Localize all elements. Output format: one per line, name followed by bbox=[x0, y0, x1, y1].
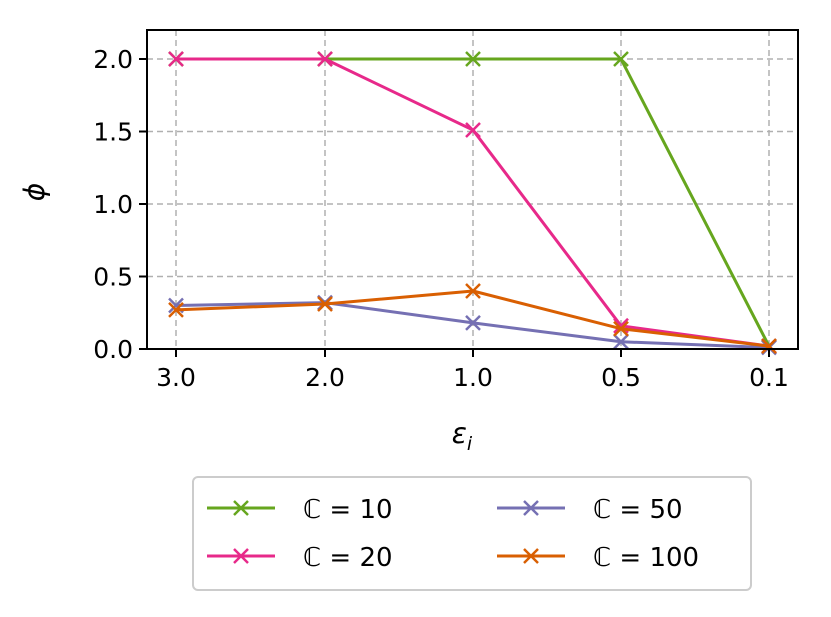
data-point-marker bbox=[465, 315, 481, 331]
legend-entry: ℂ = 50 bbox=[497, 495, 683, 525]
y-axis-label: ϕ bbox=[18, 183, 51, 201]
marker-stroke bbox=[613, 317, 629, 334]
data-point-marker bbox=[317, 296, 333, 312]
marker-stroke bbox=[233, 548, 249, 564]
marker-stroke bbox=[168, 297, 184, 314]
marker-stroke bbox=[465, 122, 481, 138]
marker-stroke bbox=[233, 500, 249, 516]
legend-swatch-marker bbox=[523, 500, 539, 516]
y-tick-label: 0.5 bbox=[93, 263, 133, 292]
legend-label: ℂ = 10 bbox=[303, 495, 393, 525]
data-point-marker bbox=[168, 301, 184, 318]
marker-stroke bbox=[465, 315, 481, 331]
legend-frame bbox=[192, 476, 752, 591]
data-point-marker bbox=[465, 122, 481, 138]
marker-stroke bbox=[523, 548, 539, 564]
legend-swatch-marker bbox=[233, 500, 249, 516]
legend-label: ℂ = 20 bbox=[303, 543, 393, 573]
marker-stroke bbox=[761, 338, 777, 354]
data-point-marker bbox=[613, 333, 629, 350]
series-line bbox=[175, 289, 770, 348]
marker-stroke bbox=[613, 51, 629, 67]
x-tick-label: 2.0 bbox=[305, 363, 345, 392]
x-tick-label: 3.0 bbox=[156, 363, 196, 392]
marker-stroke bbox=[613, 333, 629, 350]
legend-label: ℂ = 100 bbox=[593, 543, 699, 573]
legend-swatch-marker bbox=[233, 548, 249, 564]
data-point-marker bbox=[613, 320, 629, 337]
data-point-marker bbox=[465, 51, 481, 67]
data-point-marker bbox=[761, 338, 777, 354]
marker-stroke bbox=[317, 296, 333, 312]
legend-entry: ℂ = 10 bbox=[207, 495, 393, 525]
marker-stroke bbox=[465, 283, 481, 299]
grid bbox=[147, 30, 798, 349]
x-axis-label-subscript: i bbox=[467, 433, 473, 455]
x-tick-label: 0.1 bbox=[749, 363, 789, 392]
legend-entry: ℂ = 100 bbox=[497, 543, 699, 573]
marker-stroke bbox=[168, 301, 184, 318]
y-tick-label: 2.0 bbox=[93, 45, 133, 74]
y-tick-label: 0.0 bbox=[93, 335, 133, 364]
series-layer bbox=[168, 51, 777, 356]
data-point-marker bbox=[168, 51, 184, 67]
marker-stroke bbox=[465, 51, 481, 67]
marker-stroke bbox=[613, 320, 629, 337]
y-tick-label: 1.5 bbox=[93, 118, 133, 147]
legend-swatch-marker bbox=[523, 548, 539, 564]
marker-stroke bbox=[523, 500, 539, 516]
series-3 bbox=[168, 283, 777, 354]
marker-stroke bbox=[317, 51, 333, 67]
marker-stroke bbox=[168, 51, 184, 67]
x-tick-label: 0.5 bbox=[601, 363, 641, 392]
x-axis-label: εi bbox=[452, 417, 473, 455]
axis-labels: εi ϕ bbox=[18, 183, 473, 455]
data-point-marker bbox=[317, 51, 333, 67]
y-tick-label: 1.0 bbox=[93, 190, 133, 219]
x-axis-label-main: ε bbox=[452, 417, 467, 450]
legend-label: ℂ = 50 bbox=[593, 495, 683, 525]
legend: ℂ = 10 ℂ = 20 ℂ = 50 ℂ = 100 bbox=[192, 476, 752, 591]
data-point-marker bbox=[613, 51, 629, 67]
x-tick-label: 1.0 bbox=[453, 363, 493, 392]
legend-entry: ℂ = 20 bbox=[207, 543, 393, 573]
data-point-marker bbox=[465, 283, 481, 299]
ticks: 3.0 2.0 1.0 0.5 0.1 0.0 0.5 1.0 1.5 2.0 bbox=[93, 45, 789, 392]
